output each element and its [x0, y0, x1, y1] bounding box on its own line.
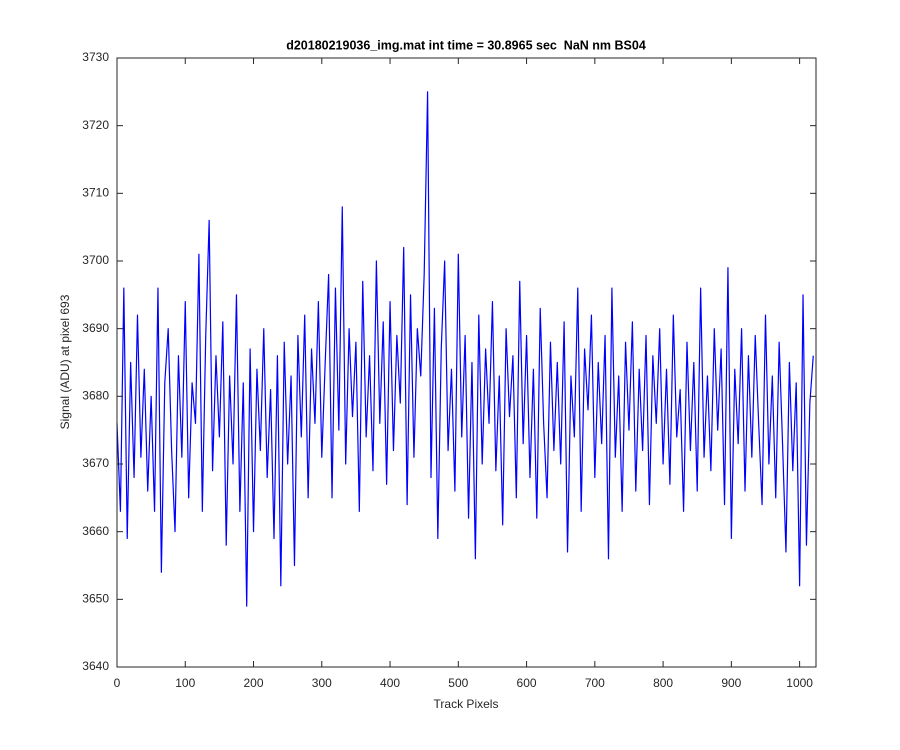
x-tick-label: 100 — [175, 676, 195, 690]
y-tick-label: 3660 — [82, 524, 109, 538]
x-tick-label: 1000 — [786, 676, 813, 690]
y-tick-label: 3720 — [82, 118, 109, 132]
x-tick-label: 600 — [517, 676, 537, 690]
y-tick-label: 3710 — [82, 186, 109, 200]
plot-frame — [116, 57, 817, 668]
x-tick-label: 0 — [114, 676, 121, 690]
x-tick-label: 800 — [653, 676, 673, 690]
y-tick-label: 3680 — [82, 389, 109, 403]
x-tick-label: 300 — [312, 676, 332, 690]
x-axis-label: Track Pixels — [434, 697, 499, 711]
x-tick-label: 400 — [380, 676, 400, 690]
y-tick-label: 3640 — [82, 659, 109, 673]
data-line — [116, 91, 814, 607]
y-tick-label: 3700 — [82, 253, 109, 267]
y-tick-label: 3670 — [82, 456, 109, 470]
chart-title: d20180219036_img.mat int time = 30.8965 … — [286, 38, 646, 52]
x-tick-label: 200 — [244, 676, 264, 690]
y-tick-label: 3690 — [82, 321, 109, 335]
x-tick-label: 500 — [448, 676, 468, 690]
y-tick-label: 3650 — [82, 592, 109, 606]
x-tick-label: 900 — [721, 676, 741, 690]
y-tick-label: 3730 — [82, 50, 109, 64]
x-tick-label: 700 — [585, 676, 605, 690]
y-axis-label: Signal (ADU) at pixel 693 — [58, 294, 72, 429]
